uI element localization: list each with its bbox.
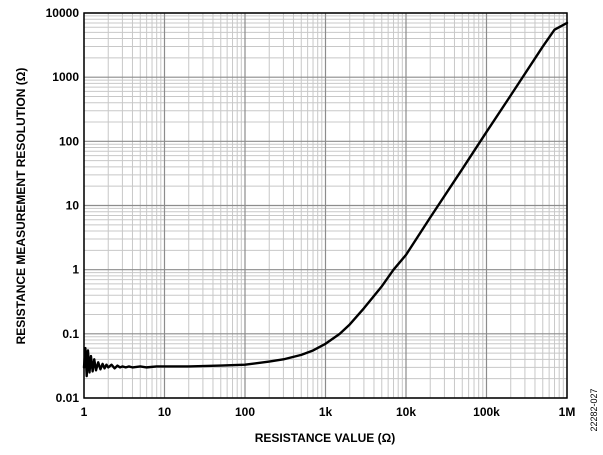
x-tick-label: 100	[235, 405, 255, 419]
x-tick-label: 100k	[473, 405, 500, 419]
x-axis-label: RESISTANCE VALUE (Ω)	[255, 431, 396, 445]
y-tick-label: 0.1	[62, 327, 79, 341]
x-tick-labels: 1 10 100 1k 10k 100k 1M	[81, 405, 576, 419]
plot-frame	[83, 12, 568, 399]
y-tick-label: 10000	[46, 6, 80, 20]
y-tick-labels: 0.01 0.1 1 10 100 1000 10000	[46, 6, 80, 405]
y-tick-label: 1000	[52, 70, 79, 84]
x-tick-label: 1k	[319, 405, 333, 419]
x-tick-label: 10	[158, 405, 172, 419]
series-line-resolution	[82, 21, 569, 378]
y-tick-label: 10	[66, 199, 80, 213]
x-tick-label: 10k	[396, 405, 416, 419]
y-tick-label: 100	[59, 134, 79, 148]
x-tick-label: 1M	[559, 405, 576, 419]
figure-id-annotation: 22282-027	[589, 388, 599, 431]
y-tick-label: 1	[72, 263, 79, 277]
y-tick-label: 0.01	[56, 391, 80, 405]
x-tick-label: 1	[81, 405, 88, 419]
y-axis-label: RESISTANCE MEASUREMENT RESOLUTION (Ω)	[14, 68, 28, 345]
